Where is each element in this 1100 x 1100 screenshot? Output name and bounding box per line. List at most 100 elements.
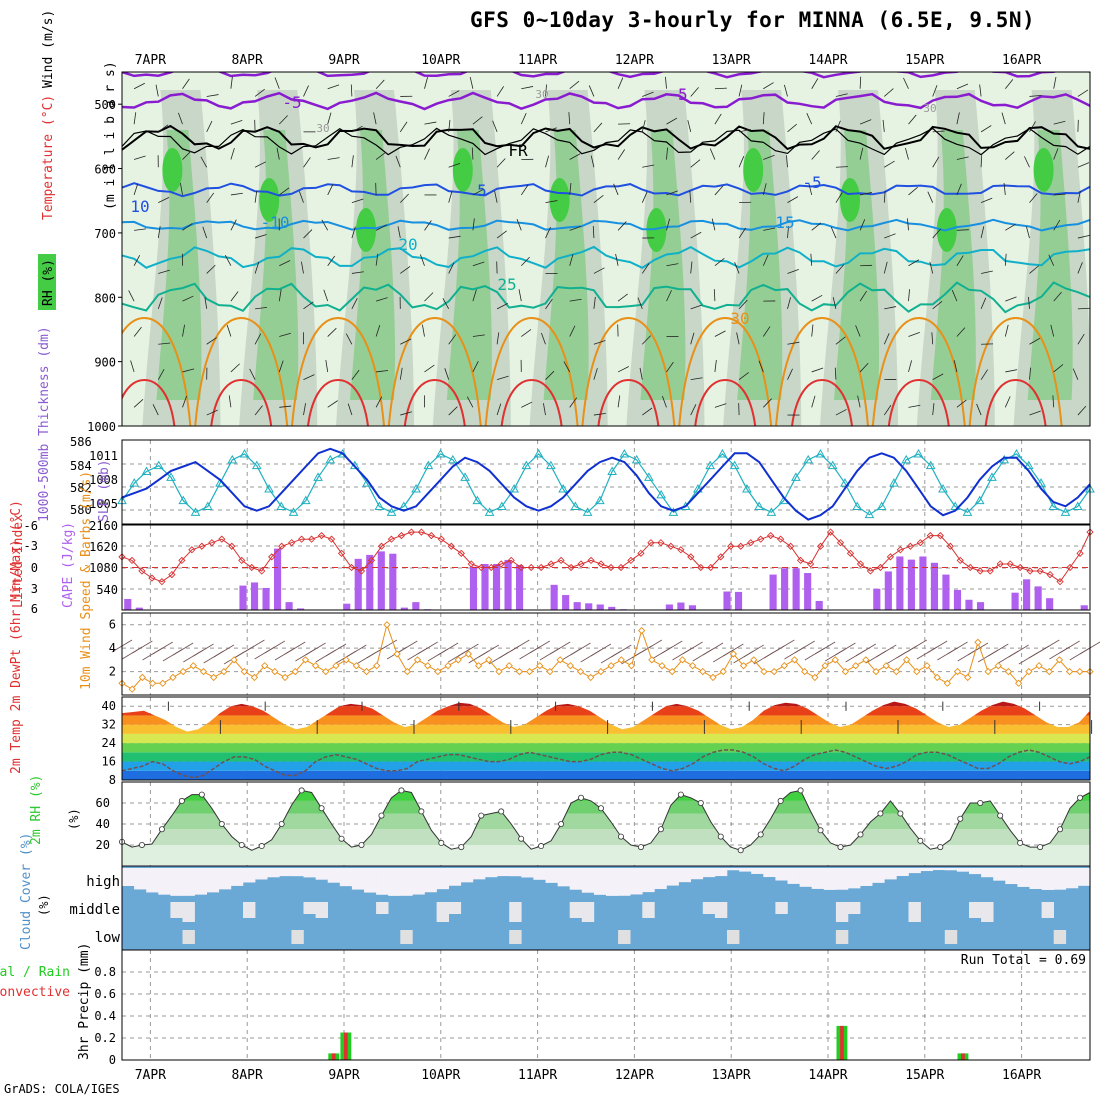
wind-barb bbox=[835, 336, 846, 345]
wind-barb bbox=[496, 86, 504, 97]
lifted-index-point bbox=[427, 531, 435, 540]
rh2m-tick: 20 bbox=[96, 838, 110, 852]
cape-bar bbox=[124, 598, 132, 610]
thickness-point bbox=[901, 454, 912, 464]
cloud-high-gap bbox=[654, 868, 667, 890]
lifted-index-point bbox=[337, 549, 346, 557]
panel-frame bbox=[121, 949, 1091, 1061]
wind-barb bbox=[1077, 162, 1090, 168]
wind-barb bbox=[133, 326, 142, 337]
cape-bar bbox=[389, 553, 397, 610]
wind-speed-point bbox=[261, 662, 269, 670]
wind-barb bbox=[325, 360, 329, 372]
cloud-high-gap bbox=[920, 868, 933, 872]
slp-axis-label: SLP (mb) bbox=[97, 459, 112, 522]
surface-wind-barb bbox=[662, 640, 683, 654]
thickness-point bbox=[251, 460, 262, 470]
wind-speed-point bbox=[953, 667, 962, 676]
wind-barb bbox=[690, 304, 703, 310]
cloud-high-gap bbox=[351, 868, 365, 890]
cape-bar bbox=[965, 599, 973, 610]
wind-barb bbox=[808, 183, 813, 196]
rh2m-point bbox=[538, 843, 545, 850]
rh-axis-label: RH (%) bbox=[41, 259, 56, 306]
wind-barb bbox=[158, 197, 170, 204]
wind-barb bbox=[932, 85, 938, 97]
wind-barb bbox=[323, 289, 329, 302]
isotherm-label: -5 bbox=[668, 85, 687, 104]
wind-barb bbox=[375, 151, 386, 160]
isotherm-line bbox=[122, 127, 1090, 156]
wind-barb bbox=[593, 296, 596, 309]
cape-bar bbox=[550, 584, 558, 610]
surface-wind-barb bbox=[1059, 640, 1080, 654]
cloud-high-gap bbox=[630, 868, 643, 895]
cape-bar bbox=[665, 604, 673, 610]
wind-barb bbox=[1029, 367, 1031, 380]
wind-barb bbox=[424, 364, 435, 373]
wind-speed-point bbox=[587, 673, 595, 682]
wind-barb bbox=[158, 269, 170, 274]
surface-wind-barb bbox=[855, 643, 877, 657]
wind-barb bbox=[976, 403, 982, 416]
wind-barb bbox=[521, 329, 532, 337]
precip-tick: 0 bbox=[109, 1053, 116, 1067]
cloud-unit: (%) bbox=[37, 894, 51, 916]
wind-speed-point bbox=[617, 656, 625, 664]
temp-band bbox=[122, 706, 1090, 716]
wind-speed-point bbox=[128, 685, 136, 693]
wind-speed-point bbox=[179, 667, 187, 676]
wind-speed-point bbox=[974, 638, 982, 646]
cape-bar bbox=[1034, 586, 1042, 610]
lifted-index-point bbox=[1016, 563, 1024, 572]
wind-barb bbox=[617, 293, 628, 302]
lifted-index-point bbox=[996, 560, 1004, 568]
wind-barb bbox=[543, 403, 546, 416]
temp-band bbox=[122, 701, 1090, 702]
cape-bar bbox=[919, 556, 927, 610]
lifted-index-point bbox=[777, 535, 785, 543]
rh2m-point bbox=[1017, 839, 1024, 846]
wind-speed-point bbox=[138, 673, 147, 682]
cloud-level-label: low bbox=[95, 930, 121, 946]
thickness-point bbox=[1072, 501, 1083, 510]
wind-barb bbox=[133, 112, 137, 125]
rh-high-spot bbox=[743, 148, 764, 192]
wind-barb bbox=[956, 255, 964, 266]
cloud-middle-gap bbox=[303, 902, 316, 914]
millibars-axis-label-group: (m i l l i b a r s) bbox=[103, 61, 118, 210]
wind-barb bbox=[738, 299, 748, 310]
wind-barb bbox=[420, 254, 425, 266]
wind-barb bbox=[666, 117, 678, 125]
lifted-index-point bbox=[1026, 567, 1034, 575]
rh2m-point bbox=[857, 831, 864, 838]
wind-barb bbox=[956, 399, 967, 408]
wind-barb bbox=[689, 190, 692, 203]
cape-bar bbox=[781, 568, 789, 610]
rh2m-point bbox=[278, 821, 285, 828]
wind-barb bbox=[690, 159, 701, 168]
cloud-high-gap bbox=[969, 868, 982, 875]
wind-speed-point bbox=[576, 667, 585, 676]
lifted-index-point bbox=[647, 539, 655, 547]
wind-barb bbox=[1077, 262, 1083, 274]
cape-bar bbox=[492, 563, 501, 610]
precip-tick: 0.8 bbox=[94, 965, 116, 979]
wind-barb bbox=[1052, 395, 1055, 408]
wind-barb bbox=[254, 161, 266, 168]
rh-high-spot bbox=[356, 208, 376, 252]
cloud-low-gap bbox=[835, 930, 849, 944]
wind-barb bbox=[1026, 226, 1030, 239]
wind-barb bbox=[303, 157, 311, 168]
bottom-day-tick: 8APR bbox=[232, 1068, 263, 1083]
cloud-axis-text: Cloud Cover (%) bbox=[19, 833, 34, 950]
slp-line bbox=[121, 447, 1091, 521]
wind-speed-point bbox=[872, 667, 880, 676]
wind-barb bbox=[303, 85, 309, 97]
rh2m-axis-text: 2m RH (%) bbox=[29, 775, 44, 845]
wind-barb bbox=[182, 223, 193, 231]
wind-barb bbox=[1077, 333, 1085, 345]
rh2m-point bbox=[897, 810, 904, 817]
lifted-index-point bbox=[477, 563, 485, 572]
cloud-high-gap bbox=[775, 868, 788, 881]
